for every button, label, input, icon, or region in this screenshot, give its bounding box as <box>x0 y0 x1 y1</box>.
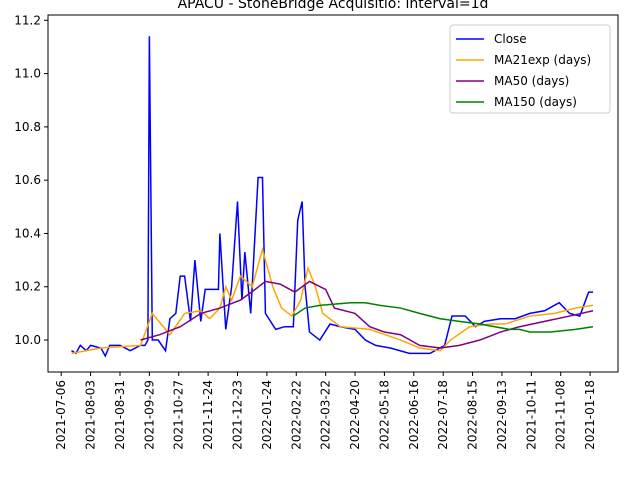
x-tick-label: 2022-02-22 <box>289 380 303 450</box>
x-tick-label: 2021-01-18 <box>583 380 597 450</box>
legend-label: MA50 (days) <box>494 74 569 88</box>
x-tick-label: 2021-10-27 <box>172 380 186 450</box>
line-series <box>71 246 594 355</box>
line-series <box>292 301 594 333</box>
y-tick-label: 11.0 <box>14 67 41 81</box>
y-tick-label: 11.2 <box>14 13 41 27</box>
x-tick-label: 2022-07-18 <box>436 380 450 450</box>
x-tick-label: 2022-05-18 <box>377 380 391 450</box>
y-tick-label: 10.8 <box>14 120 41 134</box>
x-tick-label: 2022-09-13 <box>495 380 509 450</box>
line-series <box>71 36 594 358</box>
y-tick-label: 10.4 <box>14 226 41 240</box>
x-tick-label: 2021-10-11 <box>524 380 538 450</box>
x-tick-label: 2022-04-20 <box>348 380 362 450</box>
x-tick-label: 2021-11-08 <box>554 380 568 450</box>
legend-label: MA150 (days) <box>494 95 577 109</box>
x-tick-label: 2021-11-24 <box>201 380 215 450</box>
x-tick-label: 2021-12-23 <box>231 380 245 450</box>
x-tick-label: 2022-08-15 <box>466 380 480 450</box>
y-tick-label: 10.2 <box>14 280 41 294</box>
x-tick-label: 2022-03-22 <box>319 380 333 450</box>
chart-title: APACU - StoneBridge Acquisitio: interval… <box>178 0 489 12</box>
plot-frame <box>47 14 619 373</box>
y-tick-label: 10.0 <box>14 333 41 347</box>
legend-label: Close <box>494 32 527 46</box>
legend-box <box>449 24 611 114</box>
x-tick-label: 2021-08-03 <box>84 380 98 450</box>
line-series <box>140 280 594 349</box>
x-tick-label: 2021-07-06 <box>54 380 68 450</box>
x-tick-label: 2021-08-31 <box>113 380 127 450</box>
legend-label: MA21exp (days) <box>494 53 591 67</box>
x-tick-label: 2022-06-16 <box>407 380 421 450</box>
x-tick-label: 2022-01-24 <box>260 380 274 450</box>
x-tick-label: 2021-09-29 <box>142 380 156 450</box>
y-tick-label: 10.6 <box>14 173 41 187</box>
